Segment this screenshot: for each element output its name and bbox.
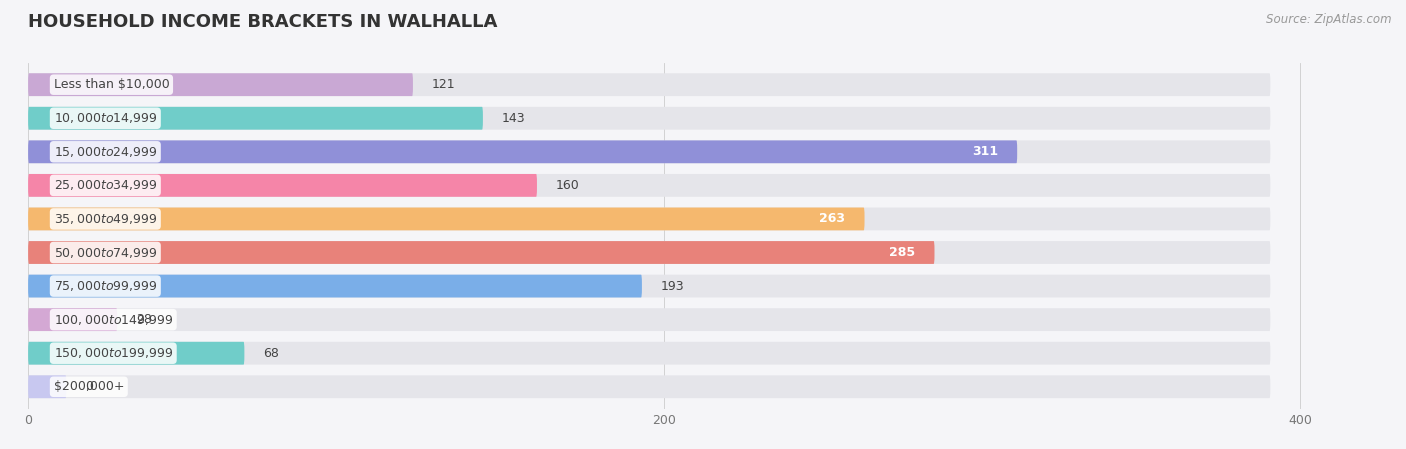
Text: 143: 143 [502, 112, 526, 125]
Text: $25,000 to $34,999: $25,000 to $34,999 [53, 178, 157, 192]
Text: Less than $10,000: Less than $10,000 [53, 78, 169, 91]
FancyBboxPatch shape [28, 342, 245, 365]
FancyBboxPatch shape [28, 107, 1271, 130]
FancyBboxPatch shape [28, 141, 1271, 163]
FancyBboxPatch shape [28, 342, 1271, 365]
Text: 311: 311 [972, 145, 998, 158]
Text: 121: 121 [432, 78, 456, 91]
FancyBboxPatch shape [28, 207, 865, 230]
FancyBboxPatch shape [28, 73, 413, 96]
FancyBboxPatch shape [28, 308, 1271, 331]
FancyBboxPatch shape [28, 207, 1271, 230]
Text: 28: 28 [136, 313, 152, 326]
FancyBboxPatch shape [28, 73, 1271, 96]
Text: $15,000 to $24,999: $15,000 to $24,999 [53, 145, 157, 159]
Text: Source: ZipAtlas.com: Source: ZipAtlas.com [1267, 13, 1392, 26]
Text: $150,000 to $199,999: $150,000 to $199,999 [53, 346, 173, 360]
FancyBboxPatch shape [28, 241, 935, 264]
FancyBboxPatch shape [28, 275, 1271, 298]
FancyBboxPatch shape [28, 375, 1271, 398]
FancyBboxPatch shape [28, 275, 643, 298]
Text: 0: 0 [86, 380, 93, 393]
Text: $200,000+: $200,000+ [53, 380, 124, 393]
FancyBboxPatch shape [28, 174, 537, 197]
Text: $35,000 to $49,999: $35,000 to $49,999 [53, 212, 157, 226]
FancyBboxPatch shape [28, 141, 1017, 163]
FancyBboxPatch shape [28, 174, 1271, 197]
Text: HOUSEHOLD INCOME BRACKETS IN WALHALLA: HOUSEHOLD INCOME BRACKETS IN WALHALLA [28, 13, 498, 31]
Text: $10,000 to $14,999: $10,000 to $14,999 [53, 111, 157, 125]
Text: 285: 285 [889, 246, 915, 259]
FancyBboxPatch shape [28, 375, 66, 398]
Text: 68: 68 [263, 347, 280, 360]
FancyBboxPatch shape [28, 107, 482, 130]
Text: 193: 193 [661, 280, 685, 293]
FancyBboxPatch shape [28, 308, 117, 331]
Text: 263: 263 [820, 212, 845, 225]
FancyBboxPatch shape [28, 241, 1271, 264]
Text: $100,000 to $149,999: $100,000 to $149,999 [53, 313, 173, 326]
Text: 160: 160 [555, 179, 579, 192]
Text: $50,000 to $74,999: $50,000 to $74,999 [53, 246, 157, 260]
Text: $75,000 to $99,999: $75,000 to $99,999 [53, 279, 157, 293]
